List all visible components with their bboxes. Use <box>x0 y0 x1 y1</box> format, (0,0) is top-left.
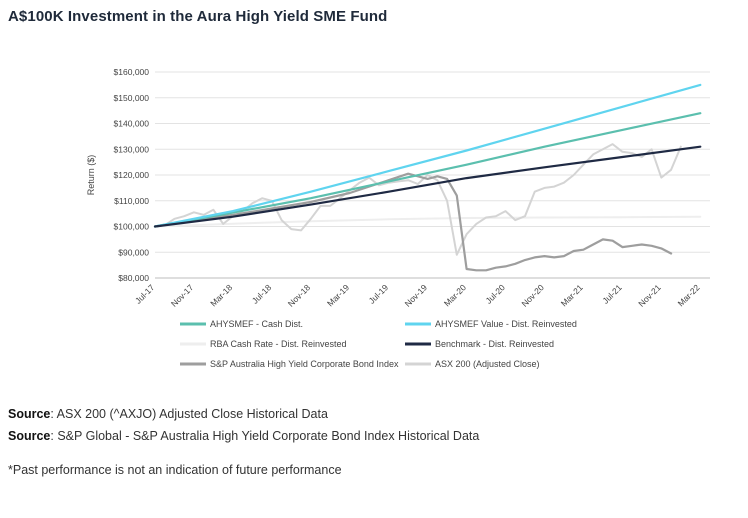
legend-label: AHYSMEF Value - Dist. Reinvested <box>435 319 577 329</box>
x-tick-label: Mar-20 <box>442 282 468 308</box>
chart-title: A$100K Investment in the Aura High Yield… <box>8 8 388 25</box>
series-line <box>154 215 702 228</box>
series-line <box>153 145 702 228</box>
x-tick-label: Mar-18 <box>208 282 234 308</box>
x-tick-label: Nov-18 <box>286 282 313 309</box>
chart-svg: $80,000 $90,000 $100,000 $110,000 $120,000 $1… <box>86 67 710 369</box>
x-tick-label: Jul-17 <box>133 282 157 306</box>
source-text: : S&P Global - S&P Australia High Yield … <box>50 429 480 443</box>
y-axis-label: Return ($) <box>86 155 96 196</box>
y-tick-label: $110,000 <box>114 196 149 206</box>
y-tick-label: $100,000 <box>114 222 150 232</box>
y-tick-label: $140,000 <box>114 119 150 129</box>
x-tick-label: Nov-21 <box>636 282 663 309</box>
y-tick-label: $120,000 <box>114 170 150 180</box>
x-tick-label: Mar-19 <box>325 282 351 308</box>
legend-label: RBA Cash Rate - Dist. Reinvested <box>210 339 347 349</box>
y-tick-label: $80,000 <box>118 273 149 283</box>
x-tick-label: Nov-20 <box>519 282 546 309</box>
source-label: Source <box>8 429 51 443</box>
series-line <box>153 83 702 228</box>
legend-label: Benchmark - Dist. Reinvested <box>435 339 554 349</box>
line-chart: $80,000 $90,000 $100,000 $110,000 $120,000 $1… <box>80 50 720 380</box>
legend-label: ASX 200 (Adjusted Close) <box>435 359 540 369</box>
x-tick-label: Jul-20 <box>483 282 507 306</box>
x-tick-label: Mar-21 <box>559 282 585 308</box>
legend-label: AHYSMEF - Cash Dist. <box>210 319 303 329</box>
source-text: : ASX 200 (^AXJO) Adjusted Close Histori… <box>50 407 328 421</box>
x-tick-label: Nov-19 <box>403 282 430 309</box>
disclaimer-note: *Past performance is not an indication o… <box>8 463 342 477</box>
source-line-asx: Source: ASX 200 (^AXJO) Adjusted Close H… <box>8 407 328 421</box>
x-tick-label: Nov-17 <box>169 282 196 309</box>
y-tick-label: $90,000 <box>118 247 149 257</box>
x-tick-label: Jul-18 <box>250 282 274 306</box>
y-tick-label: $130,000 <box>114 144 150 154</box>
x-tick-label: Mar-22 <box>676 282 702 308</box>
x-tick-label: Jul-19 <box>367 282 391 306</box>
y-tick-label: $150,000 <box>114 93 150 103</box>
source-line-sp: Source: S&P Global - S&P Australia High … <box>8 429 479 443</box>
x-tick-label: Jul-21 <box>600 282 624 306</box>
source-label: Source <box>8 407 51 421</box>
y-tick-label: $160,000 <box>114 67 150 77</box>
series-line <box>153 112 702 228</box>
legend-label: S&P Australia High Yield Corporate Bond … <box>210 359 399 369</box>
